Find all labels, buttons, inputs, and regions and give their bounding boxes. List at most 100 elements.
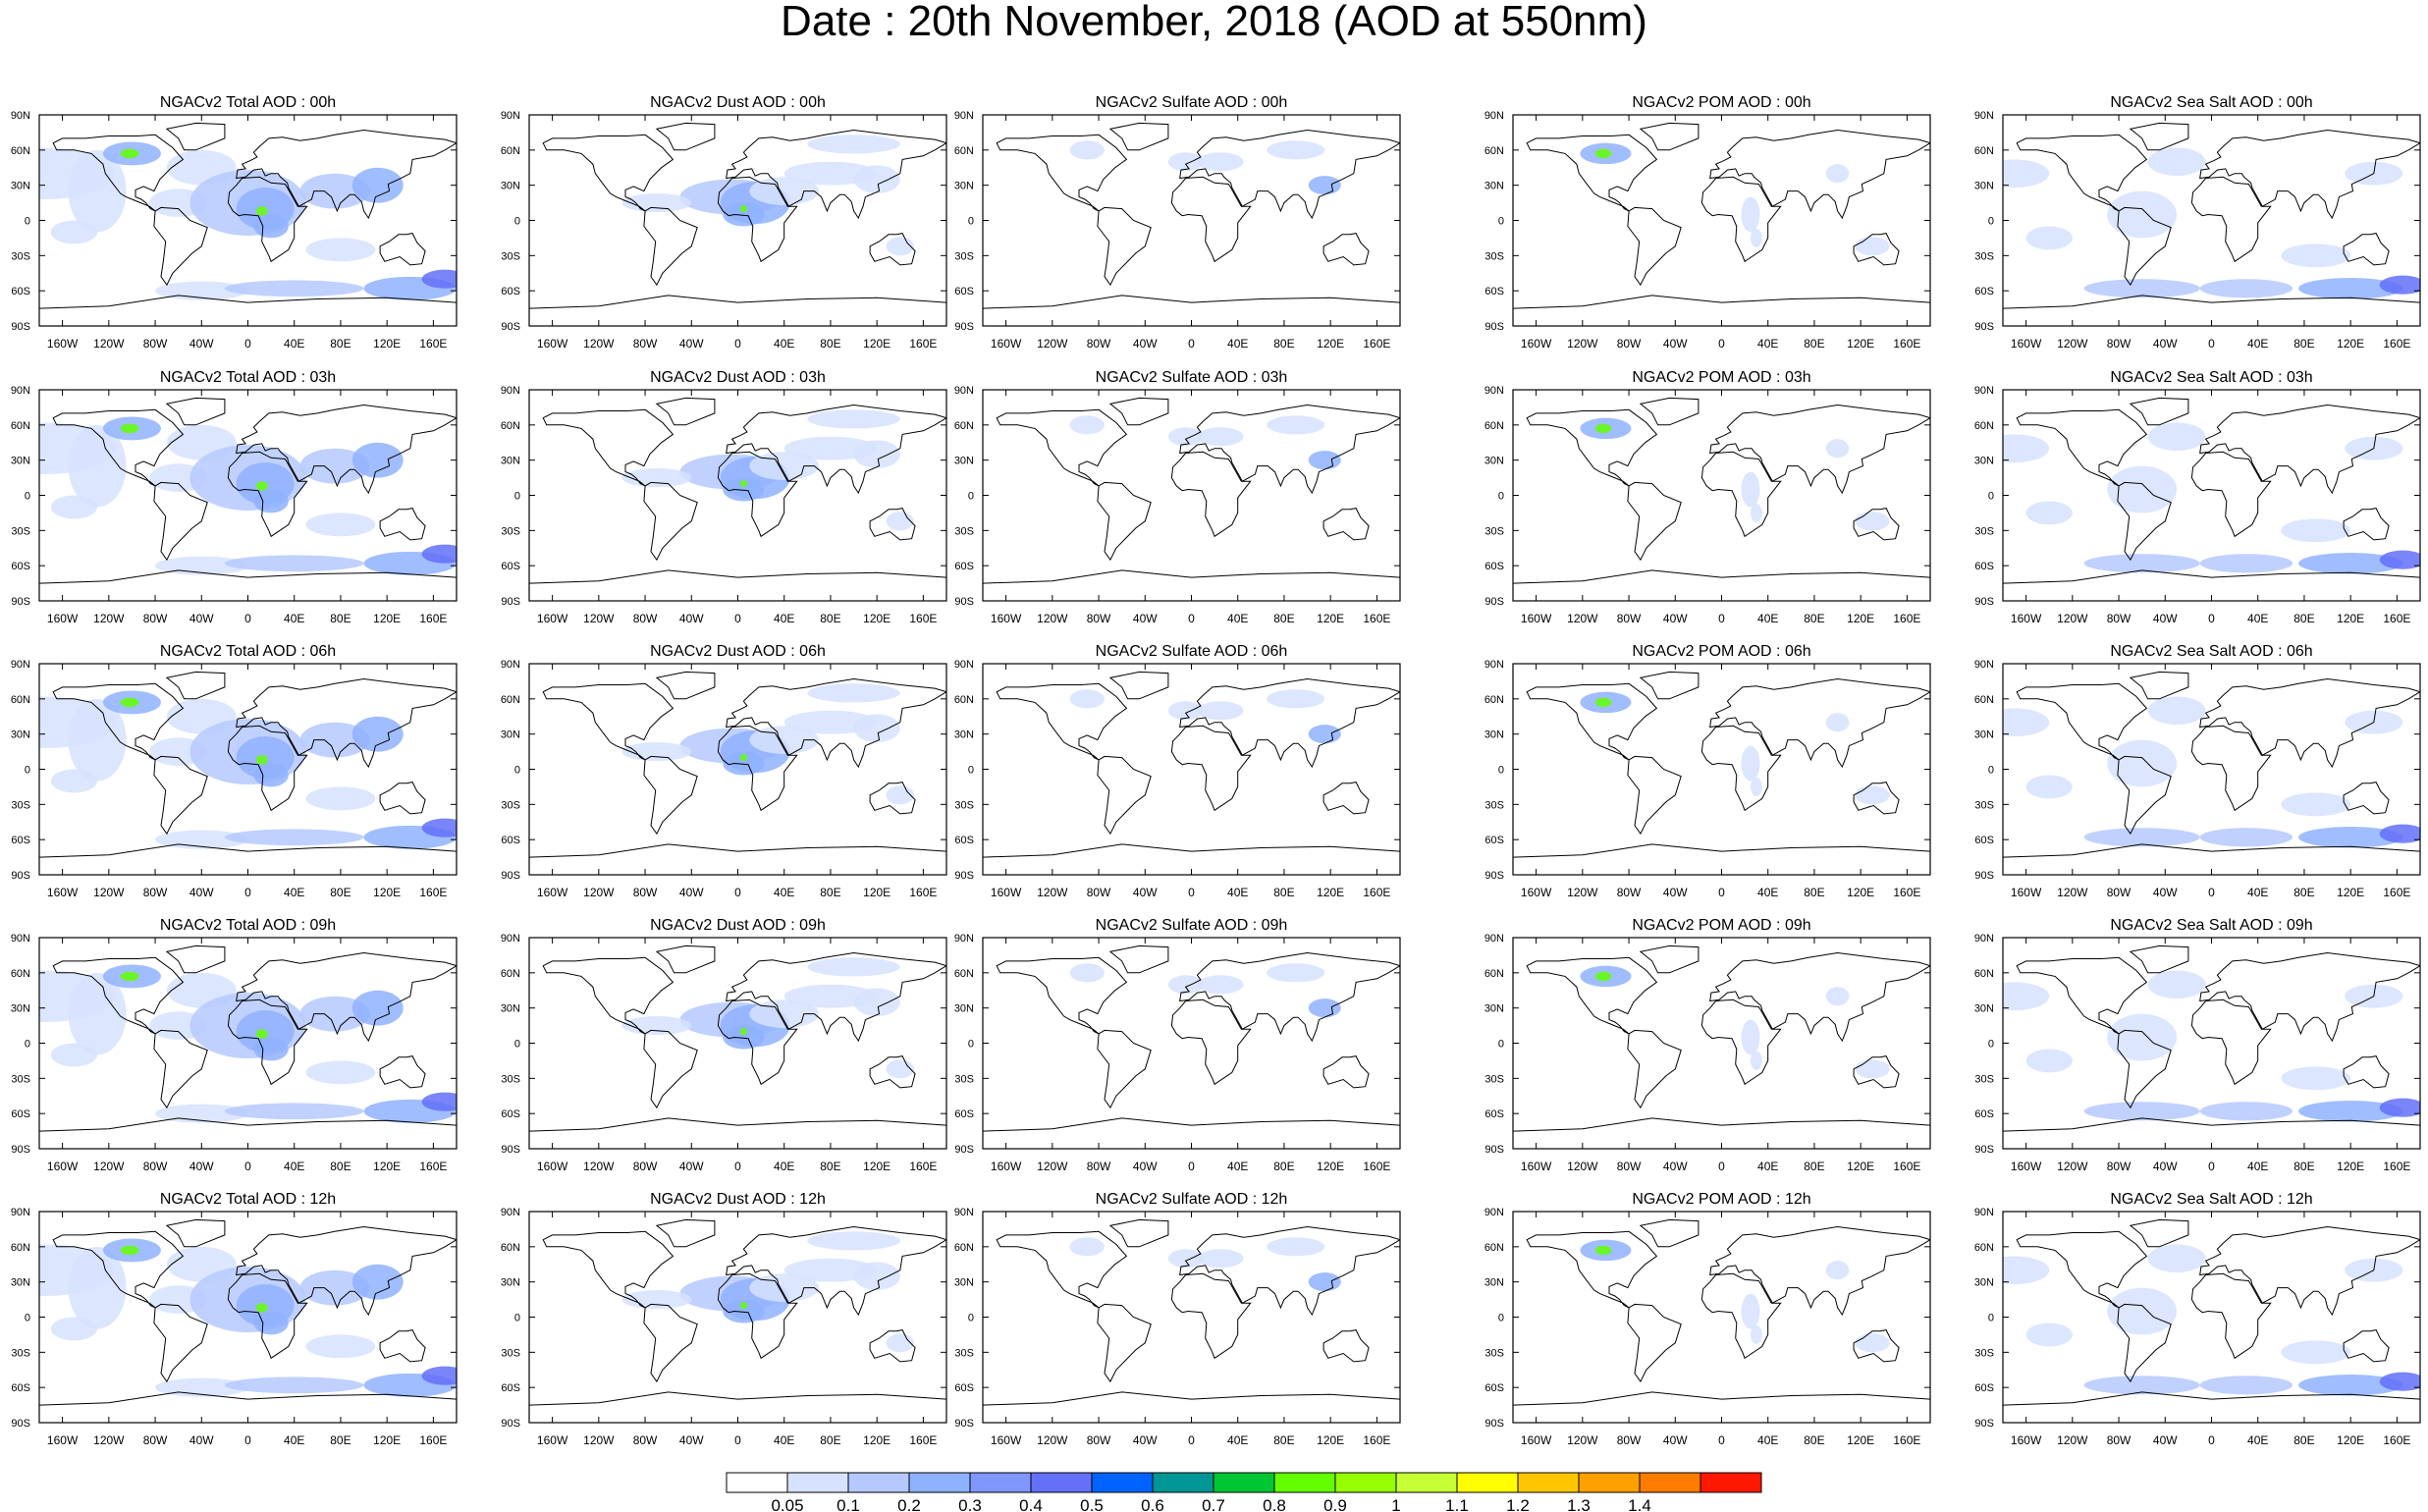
lat-tick-label: 0 [1498, 1313, 1504, 1324]
lat-tick-label: 60N [11, 420, 30, 432]
aod-field-patch [2025, 1049, 2073, 1073]
coastline-africa [2190, 176, 2272, 263]
aod-field-patch [621, 468, 692, 488]
lat-tick-label: 30N [1484, 1003, 1504, 1015]
coastline-africa [1170, 999, 1252, 1086]
coastline-eurasia [236, 951, 457, 1043]
coastline-northAmerica [996, 134, 1128, 212]
lat-tick-label: 90S [954, 1144, 974, 1156]
lon-tick-label: 160W [991, 886, 1022, 899]
coastline-antarctica [1513, 1391, 1930, 1423]
aod-field-patch [1167, 975, 1204, 995]
lat-tick-label: 60S [11, 1108, 30, 1120]
lon-tick-label: 160E [1893, 612, 1920, 625]
coastline-greenland [655, 671, 716, 700]
lat-tick-label: 60S [1484, 1382, 1504, 1394]
map-panel: NGACv2 POM AOD : 00h 90N 60N 30N 0 30S 60S 90S 1… [1484, 94, 1931, 351]
coastline-australia [1853, 508, 1900, 541]
lat-tick-label: 0 [25, 216, 30, 228]
lon-tick-label: 0 [1718, 337, 1725, 351]
aod-field-patch [723, 751, 765, 776]
lat-tick-label: 90S [11, 321, 30, 333]
lat-tick-label: 90S [11, 1144, 30, 1156]
lat-tick-label: 90N [11, 659, 30, 671]
aod-field-patch [1308, 725, 1341, 744]
coastline-africa [717, 725, 798, 812]
aod-field-patch [2379, 1098, 2420, 1117]
lon-tick-label: 40W [2153, 337, 2178, 351]
map-panel: NGACv2 Sulfate AOD : 03h 90N 60N 30N 0 30S 60S… [954, 369, 1401, 625]
lat-tick-label: 60S [1484, 835, 1504, 846]
lon-tick-label: 120W [93, 337, 125, 351]
map-panel: NGACv2 Sulfate AOD : 12h 90N 60N 30N 0 30S 60S… [954, 1191, 1401, 1447]
lat-tick-label: 60N [954, 145, 974, 157]
lat-tick-label: 30S [11, 1347, 30, 1359]
lon-tick-label: 120W [1037, 1433, 1068, 1447]
lon-tick-label: 80W [1617, 337, 1642, 351]
map-background [1513, 115, 1930, 326]
lon-tick-label: 40E [1757, 1160, 1778, 1173]
lon-tick-label: 40E [284, 1433, 304, 1447]
coastline-greenland [2129, 945, 2189, 974]
lat-tick-label: 90N [954, 933, 974, 945]
aod-field-patch [50, 1317, 98, 1341]
coastline-northAmerica [1526, 682, 1658, 761]
coastline-antarctica [39, 1117, 457, 1149]
lon-tick-label: 40E [1757, 886, 1778, 899]
lon-tick-label: 80W [1617, 886, 1642, 899]
coastline-antarctica [529, 1117, 946, 1149]
lat-tick-label: 30N [1484, 1277, 1504, 1289]
lon-tick-label: 40E [1757, 1433, 1778, 1447]
lat-tick-label: 60S [1974, 1108, 1994, 1120]
lat-tick-label: 90N [1484, 933, 1504, 945]
coastline-southAmerica [153, 755, 208, 836]
aod-field-patch [2379, 550, 2420, 569]
lon-tick-label: 160W [991, 1433, 1022, 1447]
aod-field-patch [421, 544, 457, 564]
lon-tick-label: 120E [1847, 1160, 1874, 1173]
lon-tick-label: 40E [284, 337, 304, 351]
lon-tick-label: 160W [1521, 1160, 1552, 1173]
lat-tick-label: 60N [501, 1242, 520, 1254]
lat-tick-label: 60N [501, 145, 520, 157]
lon-tick-label: 40E [284, 886, 304, 899]
coastline-northAmerica [52, 1230, 185, 1309]
aod-field-patch [120, 148, 139, 159]
aod-field-patch [1751, 1324, 1762, 1344]
lon-tick-label: 80W [143, 612, 168, 625]
aod-field-patch [351, 990, 404, 1026]
lat-tick-label: 60N [501, 968, 520, 980]
lat-tick-label: 90N [11, 385, 30, 397]
lon-tick-label: 0 [2208, 1433, 2215, 1447]
aod-field-patch [299, 173, 370, 209]
lon-tick-label: 120E [1847, 337, 1874, 351]
aod-field-patch [2298, 278, 2403, 299]
aod-field-patch [421, 818, 457, 837]
lat-tick-label: 60N [11, 694, 30, 706]
map-panel: NGACv2 Sea Salt AOD : 12h 90N 60N 30N 0 30S 60… [1974, 1191, 2421, 1447]
aod-field-patch [807, 409, 900, 429]
lon-tick-label: 80W [2107, 886, 2131, 899]
lon-tick-label: 120W [1567, 886, 1598, 899]
lon-tick-label: 120E [1847, 1433, 1874, 1447]
lon-tick-label: 160E [909, 886, 937, 899]
aod-field-patch [1069, 1237, 1105, 1257]
panel-title: NGACv2 Sea Salt AOD : 06h [2110, 643, 2312, 660]
coastline-eurasia [236, 677, 457, 769]
lat-tick-label: 90S [954, 1418, 974, 1430]
lat-tick-label: 90N [1974, 1207, 1994, 1218]
aod-field-patch [2281, 1066, 2351, 1091]
coastline-greenland [1108, 945, 1169, 974]
lon-tick-label: 40W [189, 337, 214, 351]
panel-title: NGACv2 Dust AOD : 12h [650, 1191, 826, 1208]
lat-tick-label: 0 [1988, 491, 1994, 503]
lon-tick-label: 120E [863, 337, 890, 351]
lat-tick-label: 60S [1484, 1108, 1504, 1120]
lat-tick-label: 30S [954, 799, 974, 811]
lon-tick-label: 0 [734, 1433, 741, 1447]
coastline-northAmerica [52, 682, 185, 761]
aod-field-patch [853, 165, 900, 194]
aod-field-patch [2025, 501, 2073, 525]
lat-tick-label: 30S [501, 1073, 520, 1085]
lon-tick-label: 80E [330, 886, 351, 899]
